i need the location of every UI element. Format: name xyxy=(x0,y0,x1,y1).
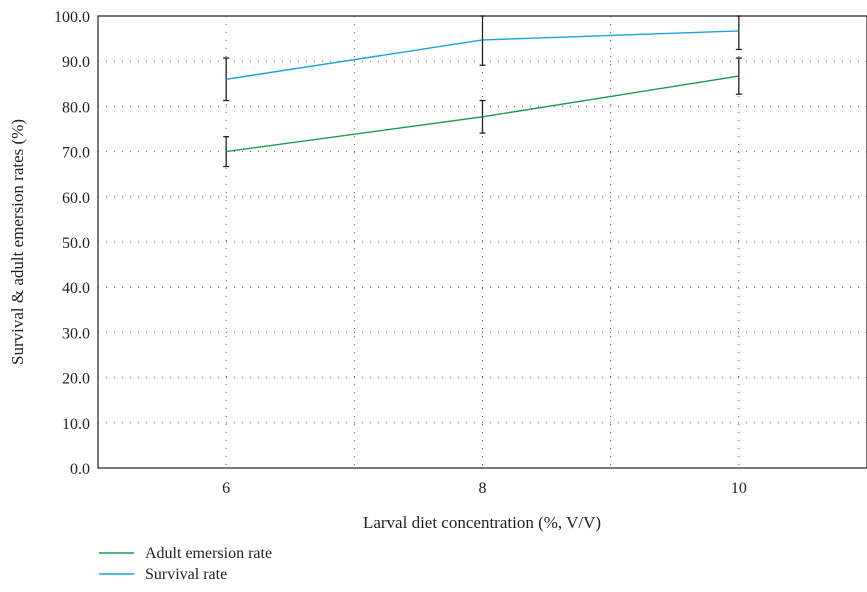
error-bar xyxy=(479,15,486,66)
x-tick-label: 6 xyxy=(222,480,230,497)
error-bar xyxy=(223,57,230,102)
y-tick-label: 70.0 xyxy=(62,145,90,162)
x-tick-label: 10 xyxy=(731,480,747,497)
y-tick-label: 90.0 xyxy=(62,54,90,71)
y-tick-label: 20.0 xyxy=(62,371,90,388)
data-point xyxy=(738,30,740,32)
y-tick-label: 0.0 xyxy=(70,461,90,478)
data-point xyxy=(482,39,483,41)
data-point xyxy=(225,78,227,80)
error-bar xyxy=(735,15,742,51)
error-bar xyxy=(735,57,742,95)
data-point xyxy=(225,151,227,153)
x-tick-label: 8 xyxy=(479,480,487,497)
y-axis: 0.0 10.0 20.0 30.0 40.0 50.0 60.0 70.0 80.0 90.0 1… xyxy=(54,9,90,478)
data-point xyxy=(738,75,740,77)
y-tick-label: 40.0 xyxy=(62,280,90,297)
x-axis: 6 8 10 xyxy=(222,480,747,497)
legend: Adult emersion rate Survival rate xyxy=(99,545,272,583)
error-bar xyxy=(223,136,230,168)
y-tick-label: 100.0 xyxy=(54,9,90,26)
data-point xyxy=(482,116,483,118)
x-axis-label: Larval diet concentration (%, V/V) xyxy=(363,513,601,532)
series-layer xyxy=(223,15,742,168)
y-tick-label: 80.0 xyxy=(62,99,90,116)
y-tick-label: 30.0 xyxy=(62,325,90,342)
legend-label: Adult emersion rate xyxy=(145,545,272,562)
grid xyxy=(98,16,867,468)
y-axis-label: Survival & adult emersion rates (%) xyxy=(8,119,27,365)
y-tick-label: 60.0 xyxy=(62,190,90,207)
legend-label: Survival rate xyxy=(145,566,227,583)
error-bar xyxy=(479,99,486,134)
y-tick-label: 10.0 xyxy=(62,416,90,433)
y-tick-label: 50.0 xyxy=(62,235,90,252)
